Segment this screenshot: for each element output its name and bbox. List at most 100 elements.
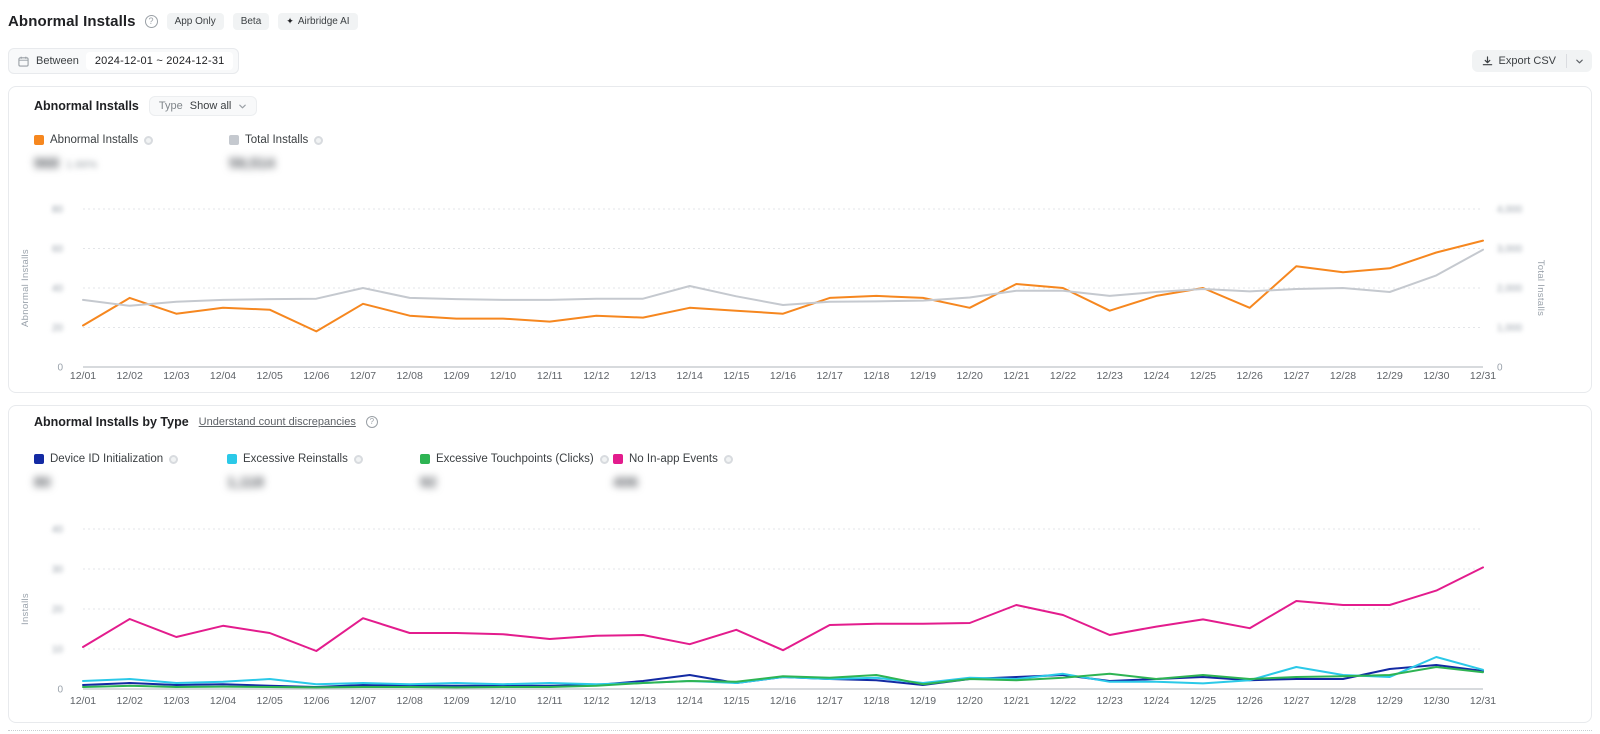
legend-item-excessive-touchpoints[interactable]: Excessive Touchpoints (Clicks) 92 xyxy=(420,452,613,491)
panel1-legend: Abnormal Installs 968 1.66% Total Instal… xyxy=(34,133,424,172)
legend-swatch xyxy=(420,454,430,464)
filter-toolbar: Between 2024-12-01 ~ 2024-12-31 Export C… xyxy=(8,48,1592,74)
svg-text:12/22: 12/22 xyxy=(1050,695,1076,707)
svg-text:4,000: 4,000 xyxy=(1497,205,1522,216)
svg-text:12/19: 12/19 xyxy=(910,695,936,707)
svg-text:12/18: 12/18 xyxy=(863,695,889,707)
svg-text:12/26: 12/26 xyxy=(1237,695,1263,707)
panel2-title: Abnormal Installs by Type xyxy=(34,415,189,429)
svg-text:12/15: 12/15 xyxy=(723,370,749,382)
svg-text:12/29: 12/29 xyxy=(1377,695,1403,707)
legend-label: Excessive Reinstalls xyxy=(243,453,348,465)
legend-value: 92 xyxy=(420,474,437,491)
legend-info-icon[interactable] xyxy=(169,454,179,464)
svg-text:12/11: 12/11 xyxy=(537,370,563,382)
type-filter-dropdown[interactable]: Type Show all xyxy=(148,96,258,116)
export-csv-caret-button[interactable] xyxy=(1567,50,1592,72)
svg-text:12/03: 12/03 xyxy=(163,695,189,707)
date-range-value: 2024-12-01 ~ 2024-12-31 xyxy=(85,52,234,70)
svg-text:80: 80 xyxy=(52,205,64,216)
legend-info-icon[interactable] xyxy=(723,454,733,464)
info-circle-icon[interactable]: ? xyxy=(365,416,378,428)
svg-text:12/04: 12/04 xyxy=(210,695,236,707)
svg-text:12/12: 12/12 xyxy=(583,370,609,382)
svg-text:12/14: 12/14 xyxy=(677,695,703,707)
legend-item-no-in-app-events[interactable]: No In-app Events 406 xyxy=(613,452,806,491)
panel-abnormal-installs: Abnormal Installs Type Show all Abnormal… xyxy=(8,86,1592,393)
svg-text:12/29: 12/29 xyxy=(1377,370,1403,382)
svg-text:12/24: 12/24 xyxy=(1143,370,1169,382)
svg-text:12/31: 12/31 xyxy=(1470,695,1496,707)
legend-secondary-value: 1.66% xyxy=(66,159,98,171)
page-header: Abnormal Installs ? App Only Beta ✦ Airb… xyxy=(8,10,1592,32)
abnormal-installs-chart[interactable]: 80 4,000 60 3,000 40 2,000 20 1,000 0 0 12/01 12/02… xyxy=(9,193,1593,389)
help-icon[interactable]: ? xyxy=(144,14,158,28)
count-discrepancies-link[interactable]: Understand count discrepancies xyxy=(198,416,356,428)
panel-abnormal-installs-by-type: Abnormal Installs by Type Understand cou… xyxy=(8,405,1592,723)
legend-swatch xyxy=(227,454,237,464)
svg-text:12/03: 12/03 xyxy=(163,370,189,382)
svg-text:30: 30 xyxy=(52,565,64,576)
svg-text:12/09: 12/09 xyxy=(443,370,469,382)
svg-text:12/22: 12/22 xyxy=(1050,370,1076,382)
svg-text:12/05: 12/05 xyxy=(257,370,283,382)
svg-text:40: 40 xyxy=(52,284,64,295)
svg-text:12/01: 12/01 xyxy=(70,695,96,707)
chevron-down-icon xyxy=(1576,59,1583,63)
svg-text:12/24: 12/24 xyxy=(1143,695,1169,707)
svg-text:12/12: 12/12 xyxy=(583,695,609,707)
badge-beta: Beta xyxy=(232,12,270,30)
legend-item-abnormal-installs[interactable]: Abnormal Installs 968 1.66% xyxy=(34,133,229,172)
legend-item-total-installs[interactable]: Total Installs 59,514 xyxy=(229,133,424,172)
legend-info-icon[interactable] xyxy=(144,135,154,145)
legend-label: Total Installs xyxy=(245,134,309,146)
legend-value: 1,118 xyxy=(227,474,264,491)
svg-text:12/10: 12/10 xyxy=(490,370,516,382)
calendar-icon xyxy=(18,56,29,67)
svg-text:10: 10 xyxy=(52,645,64,656)
legend-swatch xyxy=(34,454,44,464)
legend-swatch xyxy=(34,135,44,145)
svg-text:12/17: 12/17 xyxy=(817,370,843,382)
svg-text:0: 0 xyxy=(57,685,63,696)
svg-text:12/08: 12/08 xyxy=(397,370,423,382)
legend-item-excessive-reinstalls[interactable]: Excessive Reinstalls 1,118 xyxy=(227,452,420,491)
export-csv-split-button: Export CSV xyxy=(1471,50,1592,72)
legend-value: 59,514 xyxy=(229,155,275,172)
svg-text:12/19: 12/19 xyxy=(910,370,936,382)
chevron-down-icon xyxy=(239,104,247,108)
svg-text:12/13: 12/13 xyxy=(630,370,656,382)
svg-text:12/31: 12/31 xyxy=(1470,370,1496,382)
svg-text:12/25: 12/25 xyxy=(1190,695,1216,707)
panel1-title: Abnormal Installs xyxy=(34,99,139,113)
svg-text:60: 60 xyxy=(52,244,64,255)
abnormal-installs-by-type-chart[interactable]: 40 30 20 10 0 12/01 12/02 12/03 12/04 12/05 12/06 1… xyxy=(9,514,1593,714)
legend-info-icon[interactable] xyxy=(353,454,363,464)
svg-text:20: 20 xyxy=(52,323,64,334)
legend-label: No In-app Events xyxy=(629,453,718,465)
svg-text:12/20: 12/20 xyxy=(957,695,983,707)
export-divider xyxy=(1566,54,1567,68)
svg-text:12/11: 12/11 xyxy=(537,695,563,707)
svg-text:12/02: 12/02 xyxy=(117,370,143,382)
legend-item-device-id-initialization[interactable]: Device ID Initialization 80 xyxy=(34,452,227,491)
svg-text:12/08: 12/08 xyxy=(397,695,423,707)
svg-text:20: 20 xyxy=(52,605,64,616)
date-range-button[interactable]: Between 2024-12-01 ~ 2024-12-31 xyxy=(8,48,240,74)
svg-text:12/06: 12/06 xyxy=(303,370,329,382)
svg-text:Abnormal Installs: Abnormal Installs xyxy=(20,249,31,327)
date-operator-label: Between xyxy=(36,55,79,67)
legend-info-icon[interactable] xyxy=(599,454,609,464)
svg-text:12/26: 12/26 xyxy=(1237,370,1263,382)
svg-text:12/05: 12/05 xyxy=(257,695,283,707)
legend-info-icon[interactable] xyxy=(314,135,324,145)
svg-text:12/06: 12/06 xyxy=(303,695,329,707)
svg-text:12/18: 12/18 xyxy=(863,370,889,382)
svg-text:12/27: 12/27 xyxy=(1283,695,1309,707)
legend-value: 968 xyxy=(34,155,60,172)
svg-text:12/09: 12/09 xyxy=(443,695,469,707)
svg-text:12/25: 12/25 xyxy=(1190,370,1216,382)
type-filter-value: Show all xyxy=(189,100,232,112)
export-csv-button[interactable]: Export CSV xyxy=(1472,50,1566,72)
svg-text:12/28: 12/28 xyxy=(1330,370,1356,382)
